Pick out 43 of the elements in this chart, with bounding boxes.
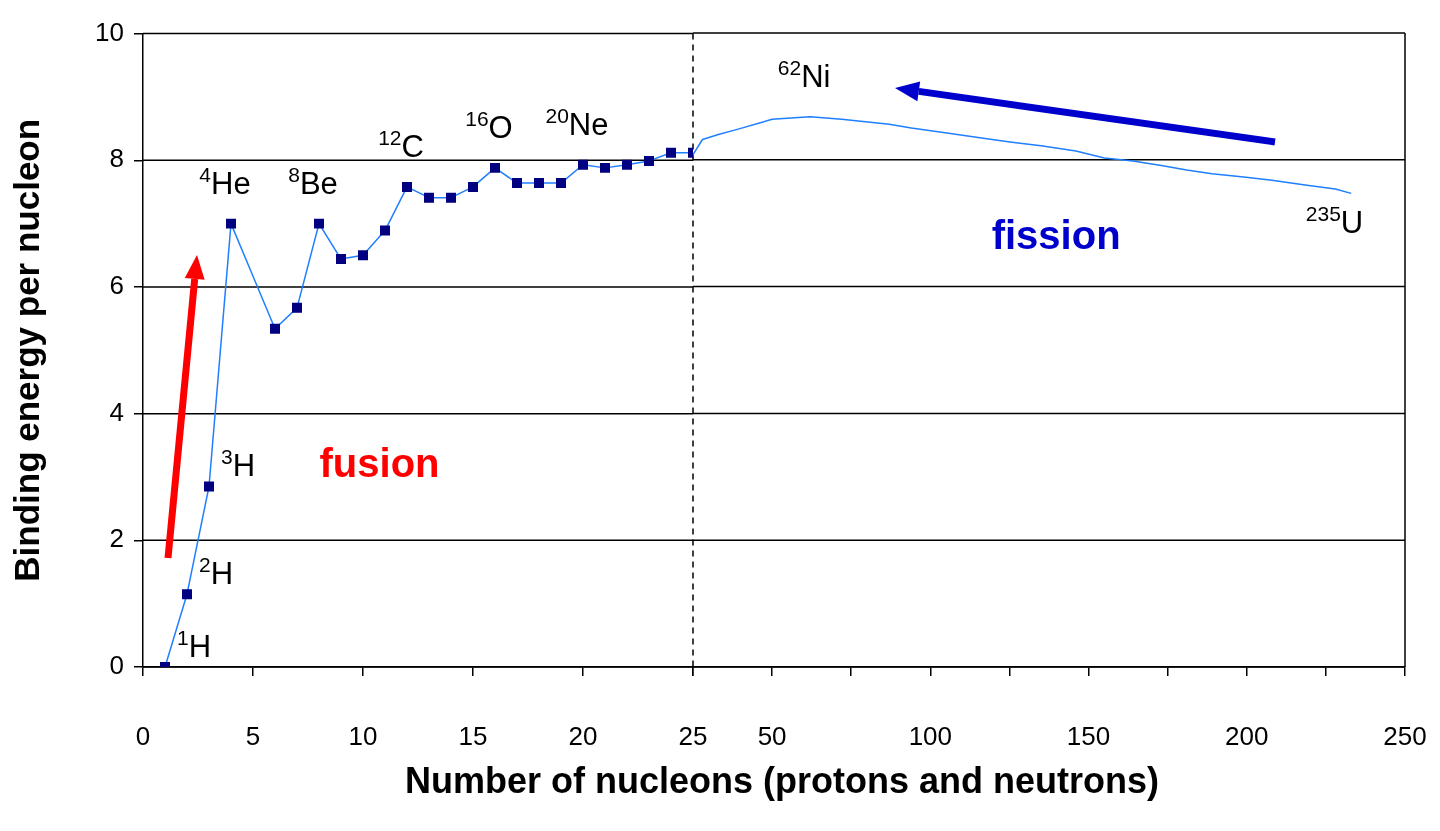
point bbox=[556, 178, 566, 189]
point bbox=[424, 192, 434, 203]
y-tick-label: 6 bbox=[109, 270, 124, 301]
y-axis-title: Binding energy per nucleon bbox=[6, 118, 46, 582]
point bbox=[622, 159, 632, 170]
point bbox=[336, 254, 346, 265]
y-tick-label: 2 bbox=[109, 523, 124, 554]
x-tick-label: 150 bbox=[1066, 721, 1111, 752]
point bbox=[446, 192, 456, 203]
point bbox=[600, 162, 610, 173]
point bbox=[534, 178, 544, 189]
x-axis-title: Number of nucleons (protons and neutrons) bbox=[404, 760, 1160, 802]
point bbox=[182, 589, 192, 600]
x-tick-label: 0 bbox=[135, 721, 151, 752]
x-tick-label: 200 bbox=[1225, 721, 1269, 752]
point bbox=[490, 162, 500, 173]
y-tick-label: 8 bbox=[109, 143, 124, 174]
point bbox=[666, 147, 676, 158]
y-tick-label: 4 bbox=[109, 396, 124, 427]
point bbox=[270, 323, 280, 334]
point bbox=[358, 250, 368, 261]
x-tick-label: 25 bbox=[678, 721, 708, 752]
x-tick-label: 250 bbox=[1383, 721, 1427, 752]
x-tick-label: 100 bbox=[908, 721, 953, 752]
point bbox=[380, 225, 390, 236]
annotation: fusion bbox=[319, 440, 440, 485]
x-tick-label: 50 bbox=[757, 721, 787, 752]
y-tick-label: 10 bbox=[95, 16, 124, 47]
point bbox=[204, 481, 214, 492]
x-tick-label: 10 bbox=[348, 721, 378, 752]
annotation: fission bbox=[991, 212, 1121, 257]
x-tick-label: 20 bbox=[568, 721, 598, 752]
point bbox=[468, 181, 478, 192]
point bbox=[314, 218, 324, 229]
x-tick-label: 15 bbox=[458, 721, 488, 752]
point bbox=[226, 218, 236, 229]
x-tick-label: 5 bbox=[245, 721, 261, 752]
point bbox=[644, 155, 654, 166]
point bbox=[292, 302, 302, 313]
point bbox=[578, 159, 588, 170]
y-tick-label: 0 bbox=[109, 650, 124, 681]
point bbox=[402, 181, 412, 192]
point bbox=[512, 178, 522, 189]
